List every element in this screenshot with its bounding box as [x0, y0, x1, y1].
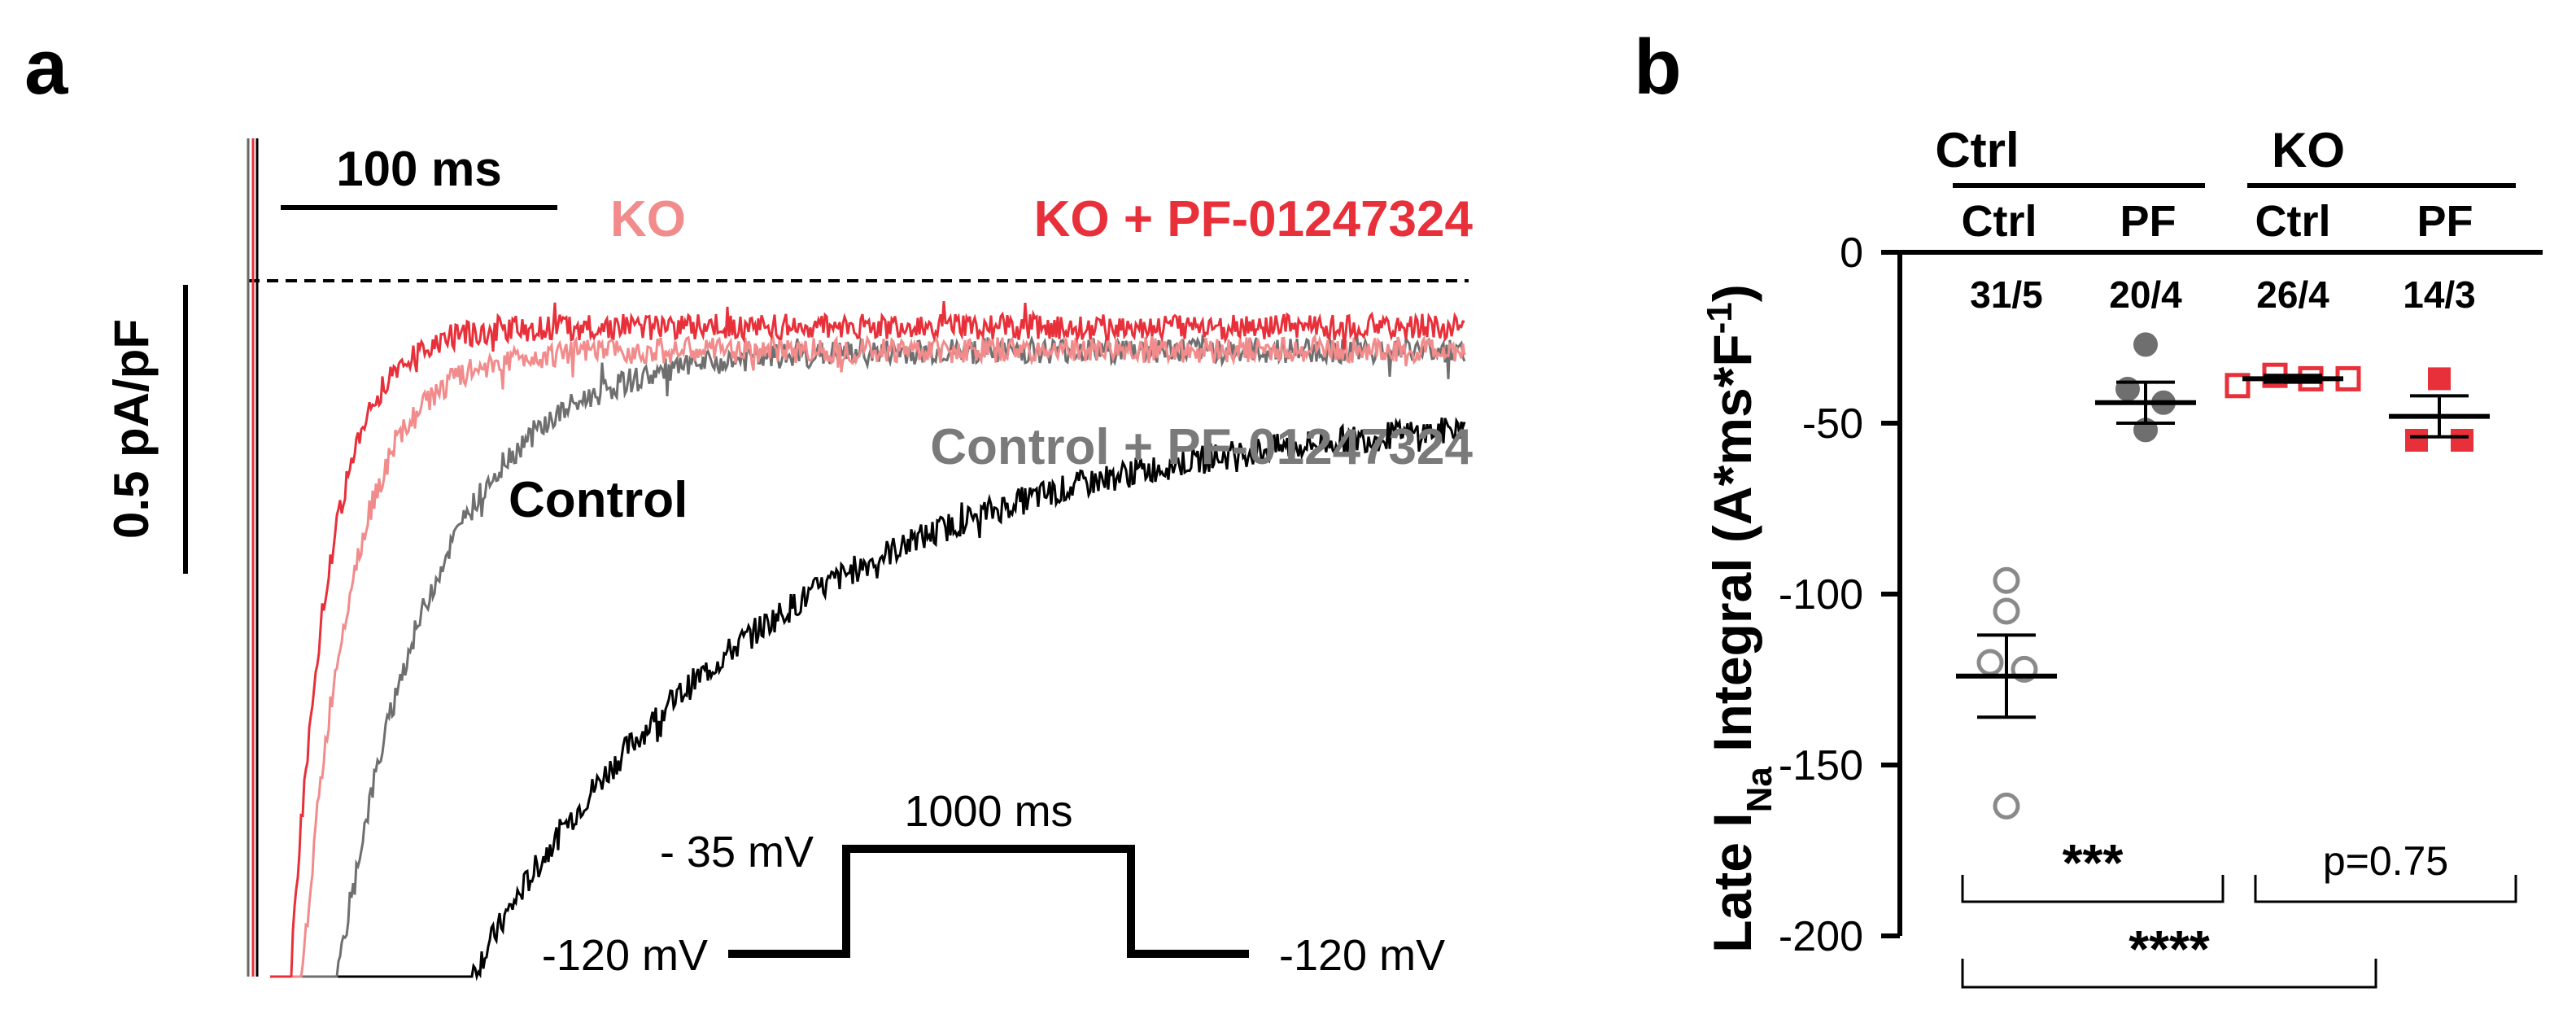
protocol-duration: 1000 ms	[904, 787, 1072, 836]
trace-ko	[275, 333, 1466, 978]
y-axis-title: Late INa Integral (A*ms*F-1)	[1700, 284, 1779, 953]
panel-a-traces: 100 ms 0.5 pA/pF KO KO + PF-01247324 Con…	[104, 138, 1474, 981]
y-tick-label: -50	[1802, 400, 1863, 448]
sem-bar-ko-ctrl	[2264, 374, 2322, 384]
sig-bracket-ctrl-vs-ko	[1961, 959, 2377, 989]
point-ko-ctrl	[2225, 373, 2251, 399]
sub-label-ctrl-ctrl: Ctrl	[1962, 197, 2037, 246]
trace-ko-pf-01247324	[270, 300, 1465, 978]
panel-b-scatter: Late INa Integral (A*ms*F-1) 0 -50 -100 -15…	[1700, 123, 2543, 989]
time-scale-label: 100 ms	[336, 142, 502, 196]
trace-control	[291, 417, 1466, 981]
n-label-ko-ctrl: 26/4	[2256, 273, 2329, 316]
y-tick-label: -100	[1779, 571, 1863, 619]
n-label-ctrl-pf: 20/4	[2109, 273, 2182, 316]
point-ko-pf	[2405, 429, 2428, 452]
group-label-ko: KO	[2272, 123, 2345, 177]
sig-bracket-ko	[2254, 875, 2517, 903]
group-label-ctrl: Ctrl	[1935, 123, 2019, 177]
n-label-ko-pf: 14/3	[2403, 273, 2476, 316]
legend-ko-pf: KO + PF-01247324	[1034, 191, 1474, 247]
sig-label-ctrl: ***	[2063, 833, 2124, 892]
sub-label-ko-ctrl: Ctrl	[2255, 197, 2331, 246]
point-ctrl-ctrl	[1993, 792, 2020, 820]
point-ko-pf	[2451, 429, 2473, 452]
legend-control: Control	[509, 472, 688, 528]
sig-label-ko: p=0.75	[2323, 838, 2448, 884]
protocol-step-voltage: - 35 mV	[660, 828, 814, 876]
sig-label-ctrl-vs-ko: ****	[2128, 920, 2210, 978]
protocol-return-voltage: -120 mV	[1279, 931, 1445, 980]
point-ctrl-pf	[2133, 332, 2158, 357]
y-tick-label: -150	[1779, 742, 1863, 789]
y-tick-label: -200	[1779, 913, 1863, 960]
panel-label-b: b	[1634, 24, 1682, 111]
legend-control-pf: Control + PF-01247324	[930, 419, 1473, 475]
n-label-ctrl-ctrl: 31/5	[1970, 273, 2043, 316]
protocol-holding-voltage: -120 mV	[542, 931, 708, 980]
panel-label-a: a	[24, 24, 68, 111]
sem-bar-ctrl-pf	[2116, 380, 2175, 425]
current-scale-label: 0.5 pA/pF	[104, 319, 159, 539]
point-ctrl-ctrl	[1993, 597, 2020, 625]
scatter-points	[1956, 332, 2490, 820]
point-ctrl-ctrl	[1976, 649, 2004, 676]
sig-bracket-ctrl	[1961, 875, 2225, 903]
point-ctrl-ctrl	[1993, 566, 2020, 594]
sem-bar-ctrl-ctrl	[1977, 633, 2036, 719]
voltage-protocol-step	[728, 845, 1249, 958]
legend-ko: KO	[610, 191, 686, 247]
current-traces	[247, 138, 1466, 981]
sub-label-ctrl-pf: PF	[2120, 197, 2176, 246]
trace-control-pf-01247324	[285, 333, 1466, 978]
y-axis-ticks: 0 -50 -100 -150 -200	[1779, 229, 1900, 960]
y-tick-label: 0	[1840, 229, 1863, 277]
sub-label-ko-pf: PF	[2417, 197, 2473, 246]
sem-bar-ko-pf	[2410, 394, 2469, 439]
point-ko-pf	[2428, 367, 2451, 391]
point-ko-ctrl	[2335, 365, 2361, 391]
